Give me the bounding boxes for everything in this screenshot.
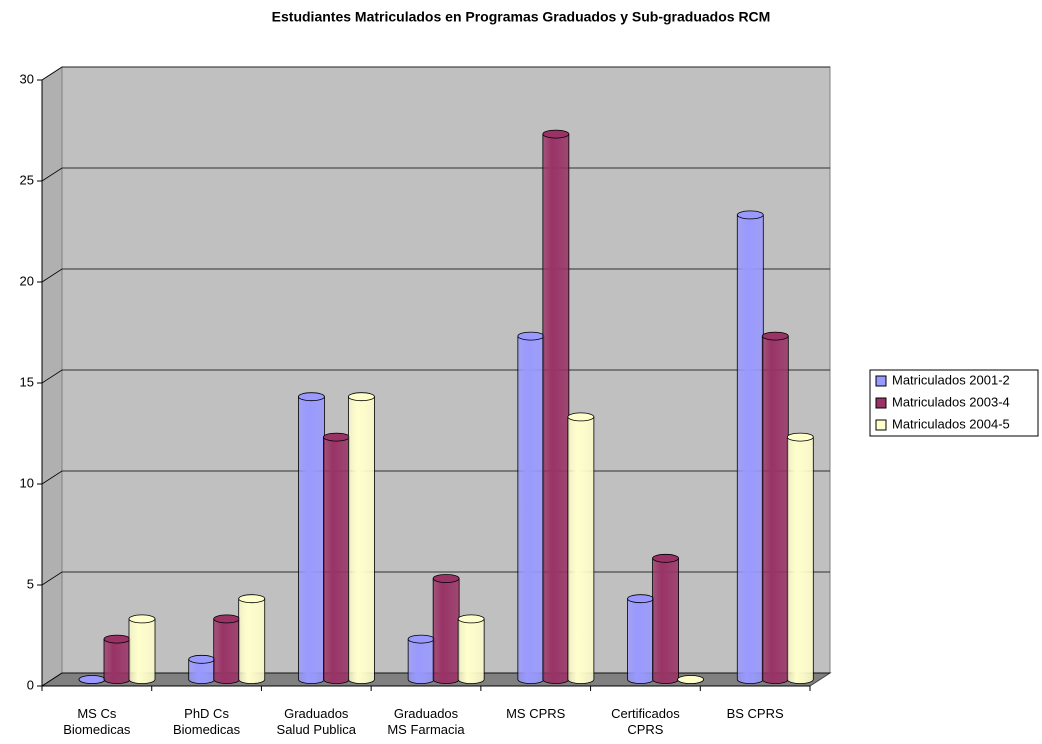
bar — [238, 594, 266, 684]
bar — [517, 331, 545, 684]
bar — [786, 432, 814, 684]
grid-line — [41, 369, 830, 384]
legend-box — [869, 369, 1039, 437]
bar — [761, 331, 789, 684]
bar — [432, 574, 460, 684]
bar — [652, 553, 679, 684]
bar — [188, 654, 216, 684]
bar — [567, 412, 595, 684]
bar — [677, 675, 704, 684]
bar — [348, 392, 375, 684]
grid-line — [41, 268, 830, 283]
legend-swatch — [875, 397, 887, 409]
x-tick-label: MS Cs Biomedicas — [63, 706, 131, 737]
x-tick-label: Certificados CPRS — [611, 706, 680, 737]
bar — [103, 634, 131, 684]
bar — [542, 129, 570, 684]
grid-line — [41, 66, 830, 81]
bar — [323, 432, 350, 684]
grid-line — [41, 167, 830, 182]
y-tick-label: 20 — [20, 273, 34, 288]
y-tick-label: 0 — [27, 677, 34, 692]
y-tick-label: 10 — [20, 475, 34, 490]
bar — [298, 392, 325, 684]
legend-swatch — [875, 375, 887, 387]
y-tick-label: 30 — [20, 71, 34, 86]
legend-label: Matriculados 2001-2 — [892, 372, 1010, 387]
chart-title: Estudiantes Matriculados en Programas Gr… — [272, 9, 771, 25]
bar — [78, 675, 106, 684]
bar — [457, 614, 485, 684]
legend-label: Matriculados 2003-4 — [892, 394, 1010, 409]
bar — [128, 614, 156, 684]
bar — [627, 594, 654, 684]
y-tick-label: 5 — [27, 576, 34, 591]
legend-label: Matriculados 2004-5 — [892, 416, 1010, 431]
x-tick-label: PhD Cs Biomedicas — [172, 706, 241, 737]
y-tick-label: 15 — [20, 374, 34, 389]
bar — [407, 634, 435, 684]
legend-swatch — [875, 419, 887, 431]
x-tick-label: Graduados MS Farmacia — [387, 706, 465, 737]
x-tick-label: Graduados Salud Publica — [276, 706, 357, 737]
x-tick-label: BS CPRS — [726, 706, 784, 721]
bar — [736, 210, 764, 684]
bar — [213, 614, 241, 684]
x-tick-label: MS CPRS — [506, 706, 566, 721]
y-tick-label: 25 — [20, 172, 34, 187]
